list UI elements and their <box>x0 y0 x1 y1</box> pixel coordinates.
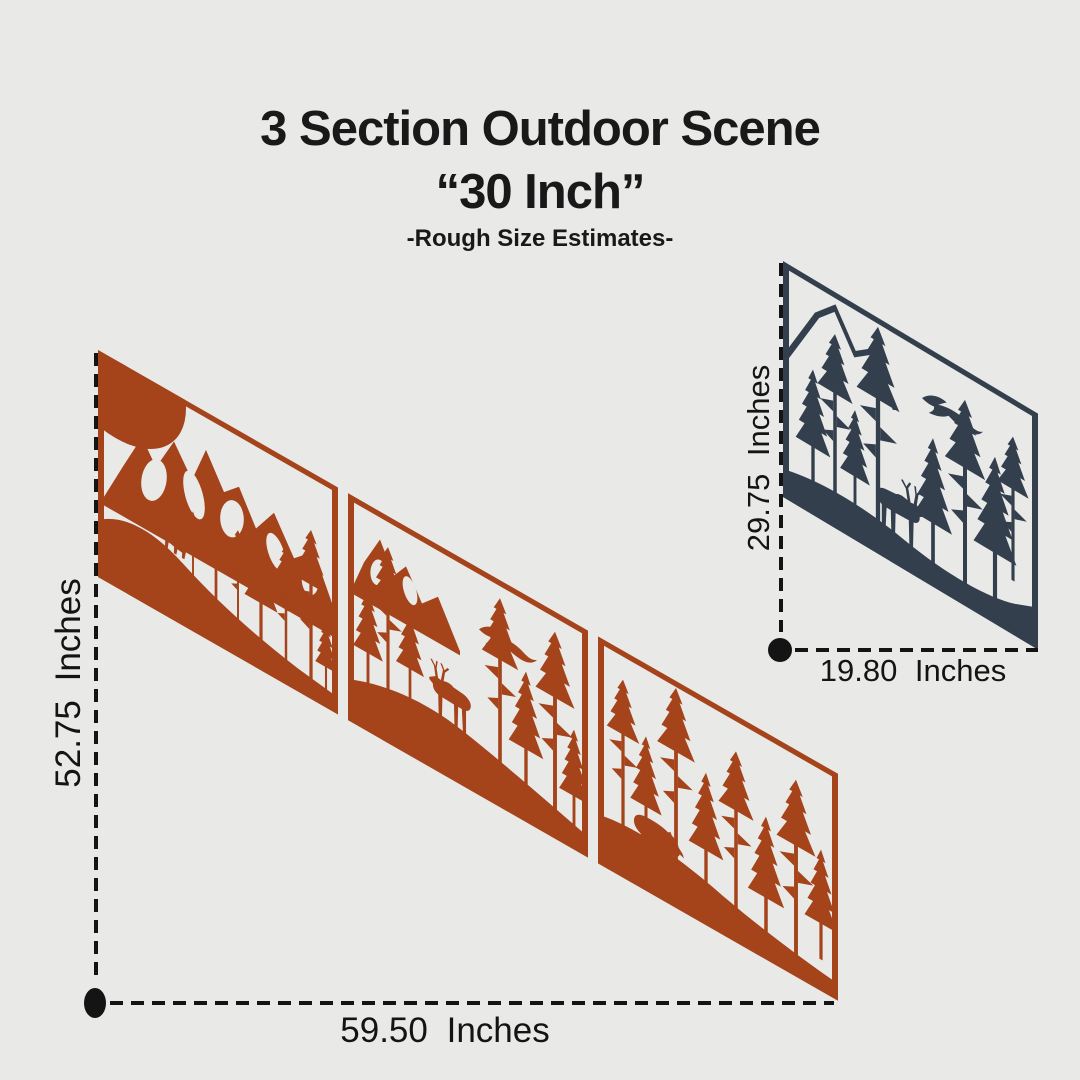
large-piece-height-label: 52.75 Inches <box>49 578 88 788</box>
pine-tree-icon <box>718 741 754 924</box>
small-piece-dimensions <box>768 263 1038 662</box>
small-dimension-origin-dot <box>768 638 792 662</box>
pine-tree-icon <box>606 670 640 839</box>
ground-hill <box>783 469 1038 650</box>
page-title-size: “30 Inch” <box>435 165 646 219</box>
navy-panel-art <box>783 261 1038 650</box>
mountain-cutouts <box>141 459 319 596</box>
large-piece-dimensions <box>84 353 834 1018</box>
copper-panel-2 <box>348 538 588 858</box>
copper-panel-1 <box>98 350 338 715</box>
small-piece-width-label: 19.80 Inches <box>819 653 1007 688</box>
page-title: 3 Section Outdoor Scene <box>260 102 821 156</box>
pine-tree-icon <box>481 587 519 777</box>
page-subtitle-note: -Rough Size Estimates- <box>406 225 674 252</box>
copper-3-panel-art <box>98 350 838 1001</box>
copper-panel-3 <box>598 670 838 1001</box>
large-piece-width-label: 59.50 Inches <box>340 1011 550 1050</box>
small-piece-height-label: 29.75 Inches <box>741 364 776 552</box>
large-dimension-origin-dot <box>84 988 106 1018</box>
ground-hill <box>98 518 338 715</box>
ground-hill <box>348 679 588 858</box>
sun-icon <box>98 350 186 449</box>
ground-hill <box>598 814 838 1001</box>
pine-tree-icon <box>944 387 986 598</box>
copper-panel-frames <box>98 350 838 1001</box>
pine-tree-icon <box>776 768 816 971</box>
navy-panel-frame <box>783 261 1038 650</box>
